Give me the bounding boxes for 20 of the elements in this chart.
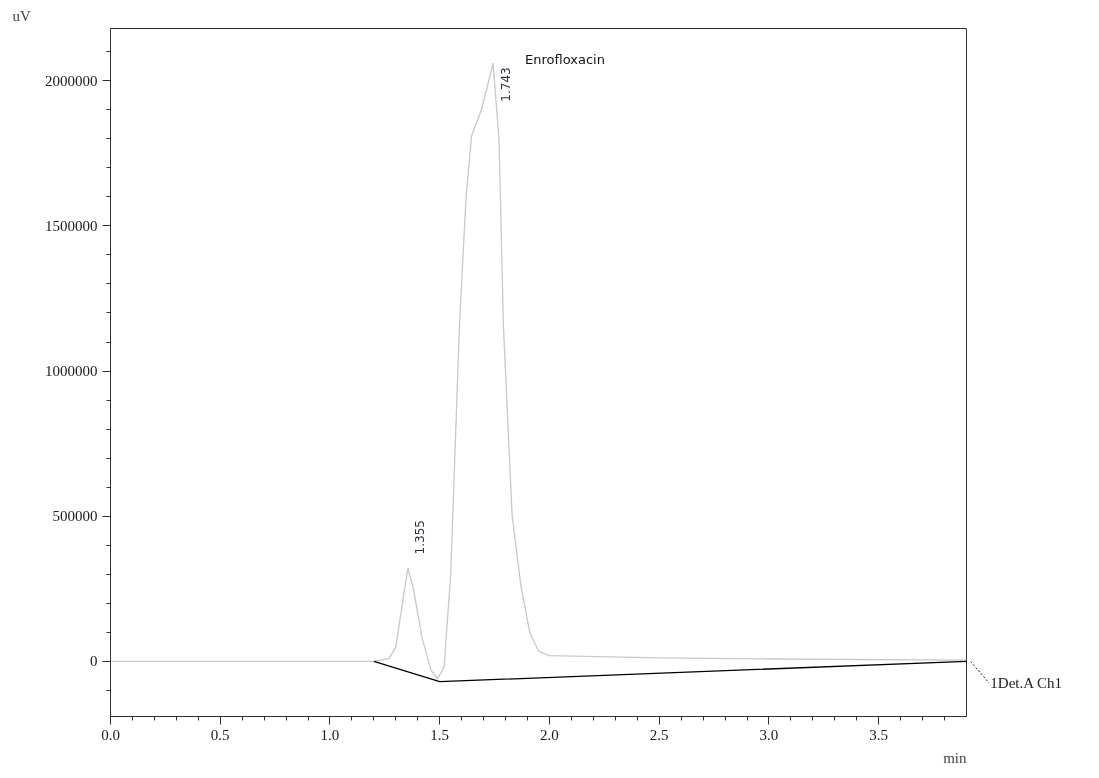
annotation: 1.743 [498, 67, 513, 102]
y-tick-label: 1500000 [45, 217, 98, 234]
x-tick-label: 3.0 [759, 726, 779, 743]
x-tick-label: 1.5 [430, 726, 450, 743]
y-axis-title: uV [12, 7, 31, 24]
x-tick-label: 2.0 [540, 726, 559, 743]
y-tick-label: 2000000 [45, 72, 98, 89]
y-tick-label: 0 [90, 653, 98, 670]
x-axis-title: min [943, 749, 967, 766]
line-series [110, 62, 967, 680]
x-tick-label: 0.5 [210, 726, 230, 743]
annotation: 1.355 [413, 520, 428, 555]
y-tick-label: 500000 [52, 508, 98, 525]
y-tick-label: 1000000 [45, 363, 98, 380]
annotation: Enrofloxacin [525, 52, 605, 68]
x-tick-label: 1.0 [320, 726, 340, 743]
x-tick-label: 3.5 [869, 726, 889, 743]
x-tick-label: 2.5 [649, 726, 669, 743]
x-tick-label: 0.0 [101, 726, 120, 743]
annotation: 1Det.A Ch1 [990, 675, 1063, 692]
